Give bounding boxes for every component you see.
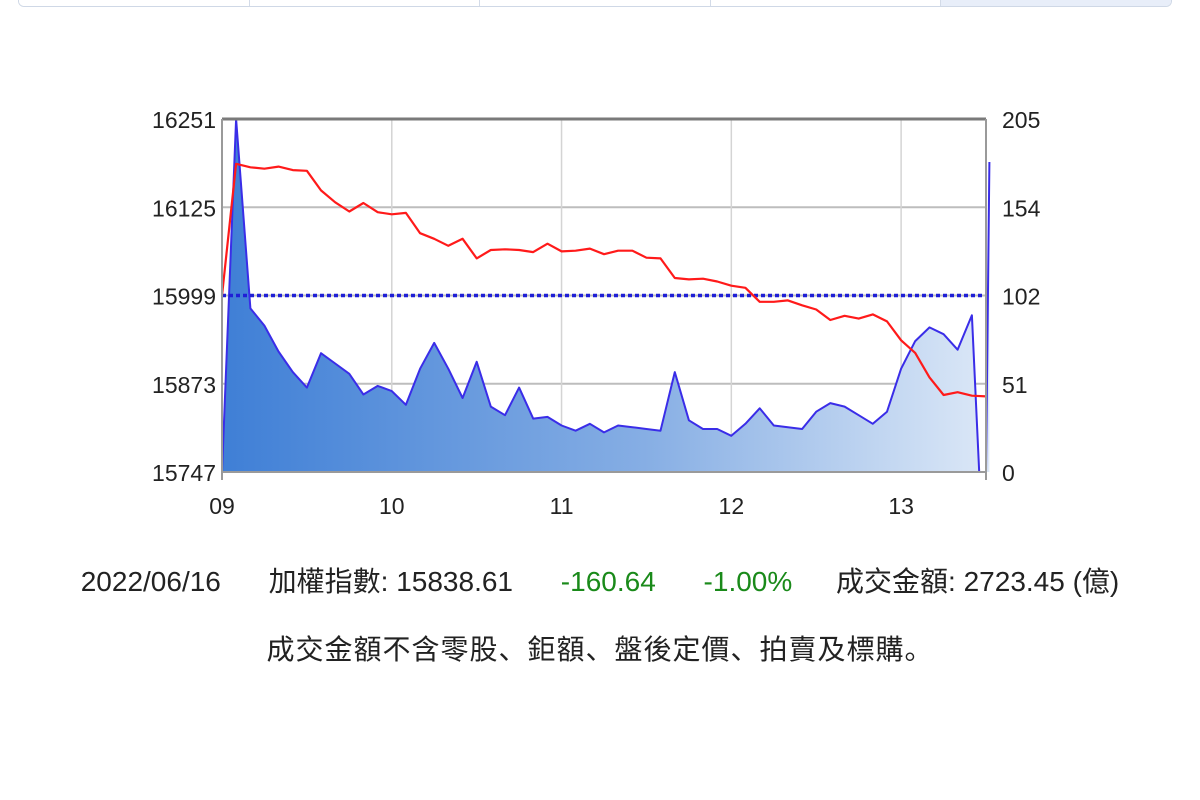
x-axis-tick: 10 [379,493,405,519]
right-axis-tick: 102 [1002,284,1040,310]
turnover-label: 成交金額: [836,566,956,597]
trade-date: 2022/06/16 [80,566,221,597]
x-axis-tick: 11 [550,493,574,519]
tab-5-active[interactable] [941,0,1171,6]
index-intraday-chart: 16251 16125 15999 15873 15747 205 154 102 51 0 09 1… [152,107,1041,519]
x-axis-tick: 09 [209,493,235,519]
plot-frame [221,117,987,480]
index-label: 加權指數: [268,566,389,597]
right-axis-tick: 51 [1002,372,1028,398]
index-change-pct: -1.00% [703,566,793,597]
turnover-value: 2723.45 (億) [963,566,1120,597]
volume-area-fill [222,119,990,472]
x-axis-tick: 13 [888,493,914,519]
left-axis-tick: 15999 [152,284,216,310]
volume-line [221,118,991,473]
tab-1[interactable] [19,0,250,6]
index-line [220,162,987,398]
right-axis-tick: 205 [1002,107,1040,133]
left-axis-tick: 16125 [152,195,216,221]
left-axis-tick: 15747 [152,460,216,486]
left-axis-tick: 16251 [152,107,216,133]
left-axis-tick: 15873 [152,372,216,398]
top-tab-bar [18,0,1172,7]
index-change: -160.64 [560,566,656,597]
turnover-note: 成交金額不含零股、鉅額、盤後定價、拍賣及標購。 [266,634,934,665]
axis-ticks: 16251 16125 15999 15873 15747 205 154 102 51 0 09 1… [152,107,1041,519]
tab-3[interactable] [480,0,711,6]
volume-area [221,118,991,473]
tab-2[interactable] [249,0,481,6]
index-value: 15838.61 [396,566,514,597]
summary-line: 2022/06/16 加權指數: 15838.61 -160.64 -1.00%… [0,560,1200,600]
right-axis-tick: 154 [1002,195,1041,221]
index-price-line [220,162,987,398]
x-axis-tick: 12 [719,493,745,519]
right-axis-tick: 0 [1002,460,1015,486]
tab-4[interactable] [710,0,942,6]
